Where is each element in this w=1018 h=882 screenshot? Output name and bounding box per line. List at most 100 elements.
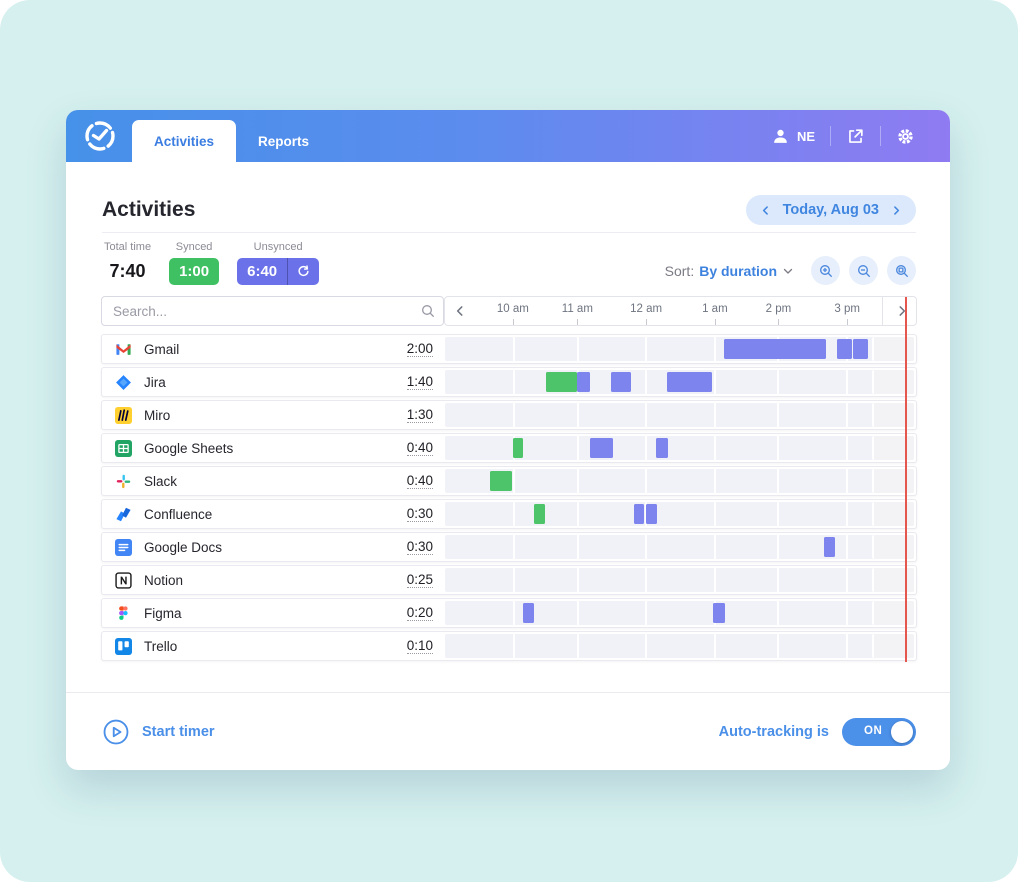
activity-row[interactable]: Jira 1:40 <box>101 367 917 397</box>
activity-duration[interactable]: 0:20 <box>406 605 433 621</box>
start-timer-button[interactable]: Start timer <box>103 719 215 745</box>
settings-button[interactable] <box>881 127 930 146</box>
hour-gridline <box>576 601 579 625</box>
hour-gridline <box>713 634 716 658</box>
activity-duration[interactable]: 0:30 <box>406 506 433 522</box>
sync-button[interactable] <box>287 258 319 285</box>
zoom-fit-button[interactable] <box>887 256 916 285</box>
activity-info: Google Docs 0:30 <box>102 533 445 561</box>
activity-name: Google Sheets <box>144 440 234 456</box>
time-bar[interactable] <box>513 438 524 458</box>
card-footer: Start timer Auto-tracking is ON <box>66 692 950 770</box>
activity-duration[interactable]: 1:30 <box>406 407 433 423</box>
hour-gridline <box>777 469 780 493</box>
time-bar[interactable] <box>836 339 852 359</box>
hour-gridline <box>576 568 579 592</box>
time-bar[interactable] <box>853 339 869 359</box>
unsynced-label: Unsynced <box>253 241 303 253</box>
trello-icon <box>115 637 132 655</box>
activity-row[interactable]: Google Sheets 0:40 <box>101 433 917 463</box>
time-bar[interactable] <box>589 438 613 458</box>
zoom-out-button[interactable] <box>849 256 878 285</box>
activity-duration[interactable]: 0:10 <box>406 638 433 654</box>
timeline-next-icon[interactable] <box>895 304 909 318</box>
activity-name: Trello <box>144 638 178 654</box>
future-zone <box>872 502 914 526</box>
hour-gridline <box>777 502 780 526</box>
time-bar[interactable] <box>656 438 668 458</box>
gmail-icon <box>115 341 132 358</box>
activity-name: Google Docs <box>144 539 223 555</box>
activity-timeline <box>445 469 914 493</box>
hour-gridline <box>576 502 579 526</box>
activity-row[interactable]: Gmail 2:00 <box>101 334 917 364</box>
start-timer-label: Start timer <box>142 723 215 740</box>
user-menu[interactable]: NE <box>756 127 830 146</box>
hour-gridline <box>713 403 716 427</box>
timeline-prev-icon[interactable] <box>453 304 467 318</box>
notion-icon <box>115 571 132 589</box>
time-bar[interactable] <box>712 603 725 623</box>
activity-row[interactable]: Google Docs 0:30 <box>101 532 917 562</box>
hour-gridline <box>512 469 515 493</box>
search-input[interactable] <box>101 296 444 326</box>
activity-row[interactable]: Confluence 0:30 <box>101 499 917 529</box>
zoom-in-button[interactable] <box>811 256 840 285</box>
page-title: Activities <box>102 198 196 221</box>
auto-tracking-label: Auto-tracking is <box>718 723 829 740</box>
auto-tracking-toggle[interactable]: ON <box>842 717 916 746</box>
time-bar[interactable] <box>633 504 645 524</box>
search-icon <box>422 305 435 318</box>
time-bar[interactable] <box>546 372 578 392</box>
activity-duration[interactable]: 0:25 <box>406 572 433 588</box>
activity-info: Notion 0:25 <box>102 566 445 594</box>
activity-row[interactable]: Slack 0:40 <box>101 466 917 496</box>
total-time-value: 7:40 <box>109 261 146 281</box>
hour-gridline <box>845 469 848 493</box>
time-bar[interactable] <box>823 537 835 557</box>
list-controls: Sort: By duration <box>665 256 916 285</box>
activity-duration[interactable]: 1:40 <box>406 374 433 390</box>
activity-row[interactable]: Trello 0:10 <box>101 631 917 661</box>
chevron-right-icon[interactable] <box>891 205 902 216</box>
hour-gridline <box>645 436 648 460</box>
date-label[interactable]: Today, Aug 03 <box>782 202 879 218</box>
hour-label: 2 pm <box>765 303 792 315</box>
activity-duration[interactable]: 2:00 <box>406 341 433 357</box>
time-bar[interactable] <box>577 372 590 392</box>
hour-tick <box>512 319 514 325</box>
activity-row[interactable]: Miro 1:30 <box>101 400 917 430</box>
activity-duration[interactable]: 0:30 <box>406 539 433 555</box>
open-external-button[interactable] <box>831 127 880 146</box>
activity-info: Slack 0:40 <box>102 467 445 495</box>
activity-row[interactable]: Notion 0:25 <box>101 565 917 595</box>
hour-gridline <box>777 601 780 625</box>
activity-duration[interactable]: 0:40 <box>406 473 433 489</box>
tab-activities[interactable]: Activities <box>132 120 237 162</box>
time-bar[interactable] <box>611 372 632 392</box>
clock-logo-icon[interactable] <box>82 118 118 154</box>
chevron-left-icon[interactable] <box>760 205 771 216</box>
time-bar[interactable] <box>667 372 712 392</box>
sort-dropdown[interactable]: Sort: By duration <box>665 263 794 279</box>
activity-duration[interactable]: 0:40 <box>406 440 433 456</box>
activity-info: Trello 0:10 <box>102 632 445 660</box>
tracker-window: Activities Reports NE Activities <box>66 110 950 770</box>
timeline-header-divider <box>882 297 883 325</box>
hour-gridline <box>512 568 515 592</box>
time-bar[interactable] <box>489 471 512 491</box>
activity-row[interactable]: Figma 0:20 <box>101 598 917 628</box>
hour-gridline <box>512 535 515 559</box>
time-bar[interactable] <box>534 504 545 524</box>
time-bar[interactable] <box>646 504 657 524</box>
header-actions: NE <box>756 126 950 146</box>
zoom-fit-icon <box>895 264 908 277</box>
time-bar[interactable] <box>523 603 535 623</box>
activity-info: Jira 1:40 <box>102 368 445 396</box>
tab-activities-label: Activities <box>154 133 215 149</box>
tab-reports[interactable]: Reports <box>236 120 331 162</box>
time-bar[interactable] <box>723 339 826 359</box>
zoom-in-icon <box>819 264 832 277</box>
hour-gridline <box>777 568 780 592</box>
activity-name: Gmail <box>144 341 180 357</box>
